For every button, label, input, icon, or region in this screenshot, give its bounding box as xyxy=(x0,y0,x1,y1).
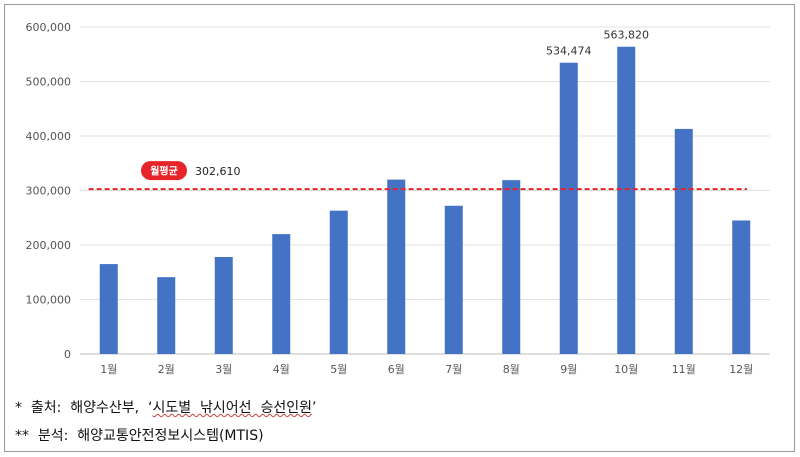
bar xyxy=(732,220,751,354)
bar xyxy=(444,205,463,354)
analysis-note: ** 분석: 해양교통안전정보시스템(MTIS) xyxy=(15,422,316,450)
average-badge xyxy=(141,161,187,181)
x-tick-label: 3월 xyxy=(215,363,232,376)
y-axis-ticks: 0 100,000 200,000 300,000 400,000 500,000 600,… xyxy=(26,21,72,361)
x-tick-label: 10월 xyxy=(614,363,638,376)
bar xyxy=(214,256,233,354)
y-tick-label: 500,000 xyxy=(26,76,72,89)
analysis-suffix: (MTIS) xyxy=(218,428,264,444)
y-tick-label: 300,000 xyxy=(26,185,72,198)
bar xyxy=(502,180,521,354)
y-tick-label: 100,000 xyxy=(26,294,72,307)
bar xyxy=(329,210,348,354)
x-tick-label: 7월 xyxy=(445,363,462,376)
x-tick-label: 2월 xyxy=(158,363,175,376)
bars xyxy=(99,46,751,354)
source-title: 시도별 낚시어선 승선인원 xyxy=(152,400,312,416)
chart-frame: 0 100,000 200,000 300,000 400,000 500,000 600,… xyxy=(4,4,795,452)
x-tick-label: 9월 xyxy=(560,363,577,376)
x-tick-label: 5월 xyxy=(330,363,347,376)
source-note: * 출처: 해양수산부, ‘시도별 낚시어선 승선인원’ xyxy=(15,394,316,422)
y-tick-label: 400,000 xyxy=(26,130,72,143)
x-axis-ticks: 1월 2월 3월 4월 5월 6월 7월 8월 9월 10월 11월 12월 xyxy=(100,363,753,376)
bar xyxy=(617,46,636,354)
bar xyxy=(157,277,176,354)
x-tick-label: 8월 xyxy=(503,363,520,376)
bar xyxy=(559,62,578,354)
y-tick-label: 0 xyxy=(64,348,71,361)
average-line-group: 월평균 302,610 xyxy=(88,161,747,191)
bar xyxy=(387,179,406,354)
x-tick-label: 12월 xyxy=(729,363,753,376)
chart-notes: * 출처: 해양수산부, ‘시도별 낚시어선 승선인원’ ** 분석: 해양교통… xyxy=(15,394,316,450)
data-label: 534,474 xyxy=(546,45,592,58)
x-tick-label: 4월 xyxy=(273,363,290,376)
x-tick-label: 1월 xyxy=(100,363,117,376)
average-value-label: 302,610 xyxy=(195,165,241,178)
data-labels: 534,474 563,820 xyxy=(546,29,649,58)
average-badge-text: 월평균 xyxy=(150,165,178,178)
bar xyxy=(272,234,291,354)
source-suffix: ’ xyxy=(311,400,317,416)
data-label: 563,820 xyxy=(604,29,650,42)
analysis-prefix: ** 분석: 해양교통안전정보시스템 xyxy=(15,428,219,444)
x-tick-label: 11월 xyxy=(672,363,696,376)
gridlines xyxy=(80,26,770,355)
y-tick-label: 200,000 xyxy=(26,239,72,252)
x-tick-label: 6월 xyxy=(388,363,405,376)
bar xyxy=(99,264,118,354)
monthly-bar-chart: 0 100,000 200,000 300,000 400,000 500,000 600,… xyxy=(26,21,770,376)
source-prefix: * 출처: 해양수산부, ‘ xyxy=(15,400,153,416)
bar xyxy=(674,128,693,354)
y-tick-label: 600,000 xyxy=(26,21,72,34)
